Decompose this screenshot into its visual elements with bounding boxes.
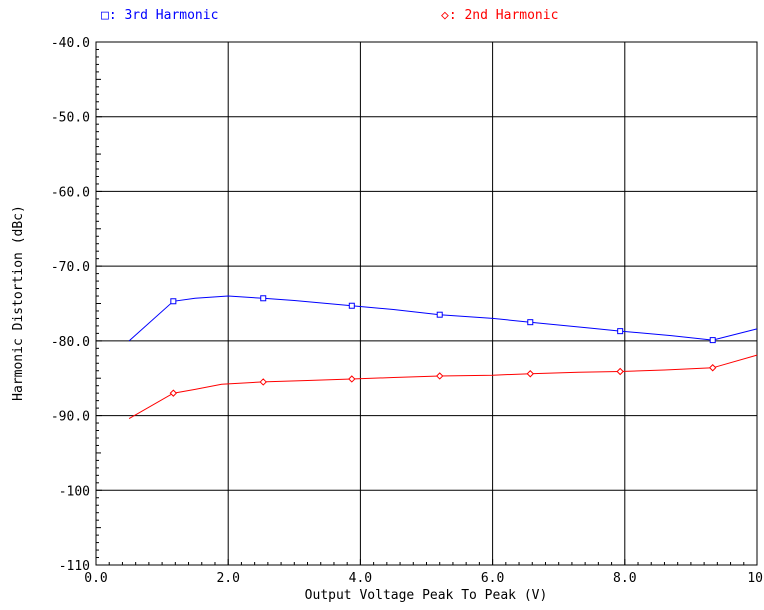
data-point-square	[170, 298, 177, 305]
legend-entry-3rd-harmonic: □: 3rd Harmonic	[101, 8, 218, 23]
plot-frame	[95, 41, 758, 566]
x-axis-label: Output Voltage Peak To Peak (V)	[305, 588, 548, 603]
y-tick-label: -70.0	[51, 260, 90, 275]
legend: □: 3rd Harmonic ◇: 2nd Harmonic	[101, 8, 558, 23]
data-point-diamond	[616, 367, 624, 376]
x-tick-label: 6.0	[481, 571, 504, 586]
data-point-diamond	[348, 375, 356, 383]
y-tick-label: -40.0	[51, 36, 90, 51]
series-line-3rd-harmonic	[128, 295, 758, 342]
data-point-square	[617, 328, 624, 335]
data-point-diamond	[709, 364, 717, 372]
y-tick-label: -110	[59, 559, 90, 574]
data-point-diamond	[259, 378, 267, 386]
data-point-square	[527, 319, 534, 326]
y-axis-label: Harmonic Distortion (dBc)	[11, 205, 26, 401]
x-tick-label: 8.0	[613, 571, 636, 586]
data-point-diamond	[436, 372, 444, 380]
data-point-square	[348, 302, 355, 309]
y-axis-ticks: -40.0 -50.0 -60.0 -70.0 -80.0 -90.0 -100 -110	[51, 36, 102, 574]
x-tick-label: 0.0	[84, 571, 107, 586]
x-tick-label: 4.0	[349, 571, 372, 586]
y-tick-label: -100	[59, 484, 90, 499]
data-point-diamond	[526, 370, 534, 378]
x-tick-label: 2.0	[216, 571, 239, 586]
grid-lines	[96, 42, 757, 565]
y-tick-label: -60.0	[51, 185, 90, 200]
x-tick-label: 10	[747, 571, 763, 586]
y-tick-label: -50.0	[51, 111, 90, 126]
data-point-square	[709, 337, 716, 344]
legend-entry-2nd-harmonic: ◇: 2nd Harmonic	[441, 8, 558, 23]
y-tick-label: -90.0	[51, 410, 90, 425]
x-axis-ticks: 0.0 2.0 4.0 6.0 8.0 10	[84, 559, 763, 586]
series-line-2nd-harmonic	[128, 354, 758, 420]
series-layer	[128, 295, 758, 420]
data-point-square	[260, 295, 267, 302]
data-point-square	[436, 311, 443, 318]
y-tick-label: -80.0	[51, 335, 90, 350]
data-point-diamond	[169, 389, 178, 397]
